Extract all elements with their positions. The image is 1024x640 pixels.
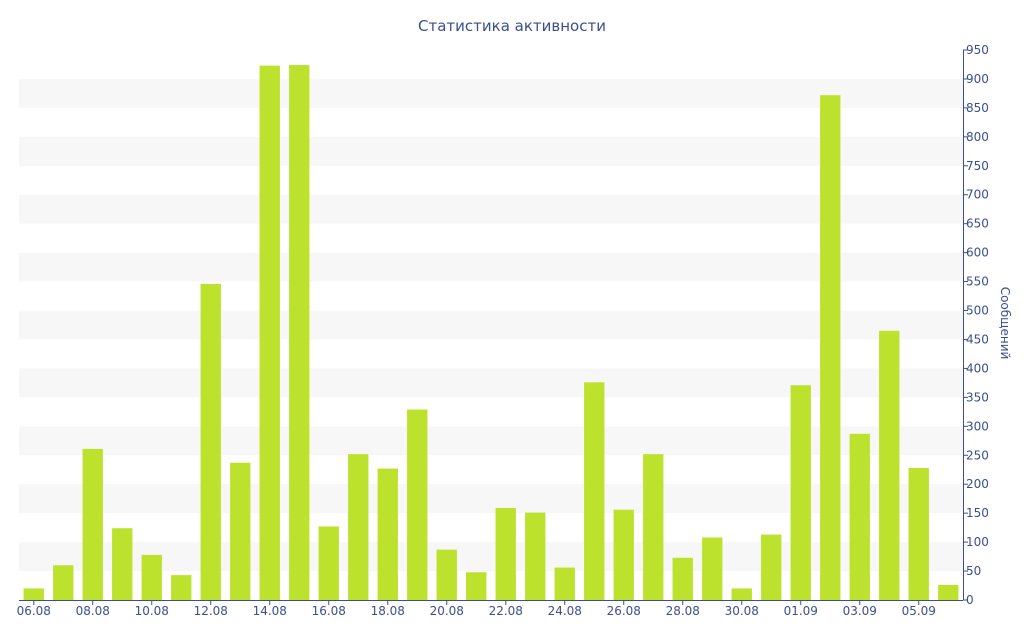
- bar-21.08: [466, 572, 487, 600]
- y-tick-label: 0: [966, 593, 974, 607]
- x-tick-label: 20.08: [430, 604, 464, 618]
- y-tick-label: 400: [966, 361, 989, 375]
- grid-band: [19, 252, 963, 282]
- bar-22.08: [495, 507, 516, 600]
- bar-20.08: [436, 549, 457, 600]
- bar-17.08: [348, 454, 369, 600]
- bar-25.08: [584, 382, 605, 600]
- x-tick-label: 03.09: [843, 604, 877, 618]
- y-tick-label: 50: [966, 564, 981, 578]
- bar-09.08: [112, 528, 133, 600]
- x-tick-label: 12.08: [194, 604, 228, 618]
- bar-06.08: [23, 588, 44, 600]
- bar-30.08: [731, 588, 752, 600]
- x-tick-label: 30.08: [725, 604, 759, 618]
- y-tick-label: 450: [966, 332, 989, 346]
- x-tick-label: 14.08: [253, 604, 287, 618]
- bar-16.08: [318, 526, 339, 600]
- bar-07.08: [53, 565, 74, 600]
- bar-19.08: [407, 409, 428, 600]
- y-axis-label: Сообщений: [998, 287, 1012, 360]
- x-tick-label: 18.08: [371, 604, 405, 618]
- y-tick-label: 550: [966, 275, 989, 289]
- bar-06.09: [938, 584, 959, 600]
- x-tick-label: 16.08: [312, 604, 346, 618]
- bar-05.09: [908, 468, 929, 600]
- x-tick-label: 01.09: [784, 604, 818, 618]
- bar-13.08: [230, 462, 251, 600]
- grid-band: [19, 136, 963, 166]
- y-tick-label: 850: [966, 101, 989, 115]
- y-axis: 0 50 100 150 200 250 300 350 400 450 500 550 600 650 7…: [963, 43, 989, 607]
- bar-29.08: [702, 537, 723, 600]
- bar-27.08: [643, 454, 664, 600]
- x-tick-label: 06.08: [17, 604, 51, 618]
- bar-04.09: [879, 330, 900, 600]
- y-tick-label: 350: [966, 390, 989, 404]
- y-tick-label: 600: [966, 246, 989, 260]
- x-tick-label: 24.08: [548, 604, 582, 618]
- y-tick-label: 650: [966, 217, 989, 231]
- y-tick-label: 250: [966, 448, 989, 462]
- bar-12.08: [200, 283, 221, 600]
- y-tick-label: 300: [966, 419, 989, 433]
- x-tick-label: 26.08: [607, 604, 641, 618]
- y-tick-label: 100: [966, 535, 989, 549]
- y-tick-label: 700: [966, 188, 989, 202]
- bar-15.08: [289, 65, 310, 601]
- chart-title: Статистика активности: [418, 17, 606, 35]
- x-axis: 06.08 08.08 10.08 12.08 14.08 16.08 18.08 20.08…: [17, 600, 963, 618]
- bar-11.08: [171, 575, 192, 600]
- y-tick-label: 750: [966, 159, 989, 173]
- x-tick-label: 10.08: [135, 604, 169, 618]
- grid-band: [19, 194, 963, 224]
- x-tick-label: 22.08: [489, 604, 523, 618]
- y-tick-label: 200: [966, 477, 989, 491]
- y-tick-label: 500: [966, 304, 989, 318]
- bar-18.08: [377, 468, 398, 600]
- bar-28.08: [672, 557, 693, 600]
- bar-14.08: [259, 65, 280, 600]
- x-tick-label: 05.09: [902, 604, 936, 618]
- bars-group: [23, 65, 959, 601]
- y-tick-label: 800: [966, 130, 989, 144]
- bar-02.09: [820, 95, 841, 600]
- grid-band: [19, 78, 963, 108]
- x-tick-label: 08.08: [76, 604, 110, 618]
- bar-26.08: [613, 509, 634, 600]
- bar-23.08: [525, 512, 546, 600]
- bar-10.08: [141, 554, 162, 600]
- bar-08.08: [82, 448, 103, 600]
- y-tick-label: 150: [966, 506, 989, 520]
- bar-03.09: [849, 433, 870, 600]
- grid-band: [19, 310, 963, 340]
- bar-24.08: [554, 567, 575, 600]
- bar-31.08: [761, 534, 782, 600]
- y-tick-label: 900: [966, 72, 989, 86]
- y-tick-label: 950: [966, 43, 989, 57]
- bar-01.09: [790, 385, 811, 600]
- x-tick-label: 28.08: [666, 604, 700, 618]
